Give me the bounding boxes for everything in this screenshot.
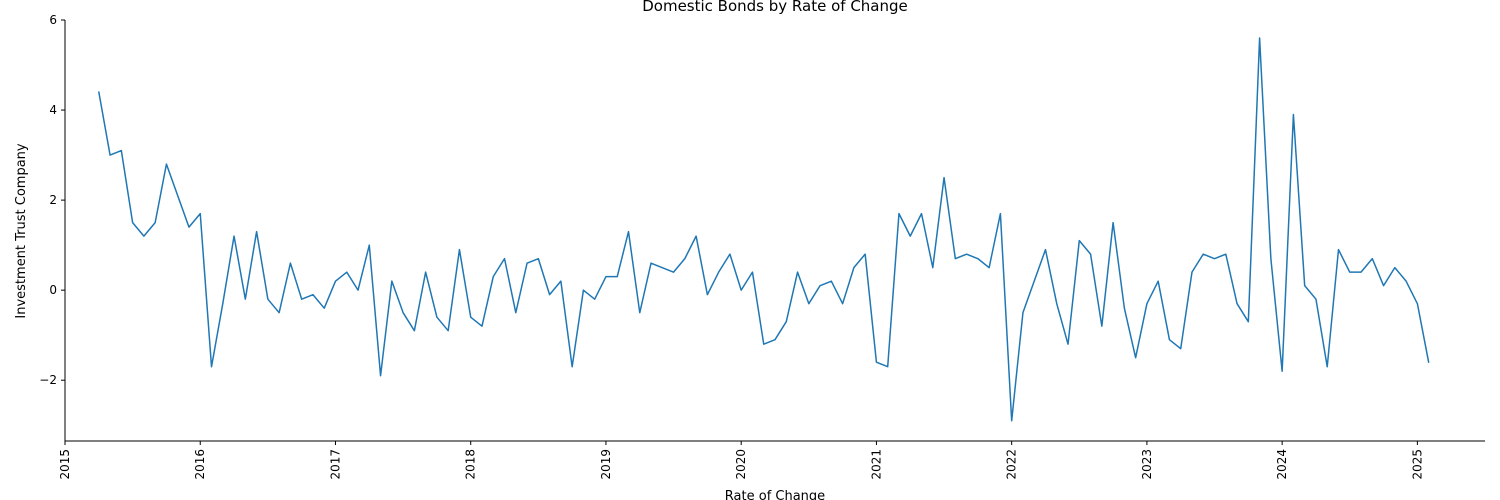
y-tick-label: 4: [49, 103, 57, 117]
x-tick-label: 2020: [734, 449, 748, 480]
plot-area: −2 0 2 4 6 2015 2016 2017 2018 2019 2020 2021 2022 20…: [39, 13, 1485, 480]
chart-title: Domestic Bonds by Rate of Change: [642, 0, 908, 15]
x-tick-label: 2018: [464, 449, 478, 480]
y-tick-label: −2: [39, 373, 57, 387]
y-tick-label: 0: [49, 283, 57, 297]
y-tick-label: 6: [49, 13, 57, 27]
x-tick-label: 2024: [1275, 449, 1289, 480]
x-tick-label: 2015: [58, 449, 72, 480]
x-tick-label: 2023: [1140, 449, 1154, 480]
y-axis-title: Investment Trust Company: [14, 143, 29, 319]
x-axis-title: Rate of Change: [725, 489, 825, 500]
x-tick-label: 2022: [1005, 449, 1019, 480]
x-tick-label: 2017: [328, 449, 342, 480]
x-tick-label: 2016: [193, 449, 207, 480]
x-tick-label: 2025: [1410, 449, 1424, 480]
series-line: [98, 37, 1430, 422]
x-tick-label: 2019: [599, 449, 613, 480]
y-tick-label: 2: [49, 193, 57, 207]
x-tick-label: 2021: [869, 449, 883, 480]
